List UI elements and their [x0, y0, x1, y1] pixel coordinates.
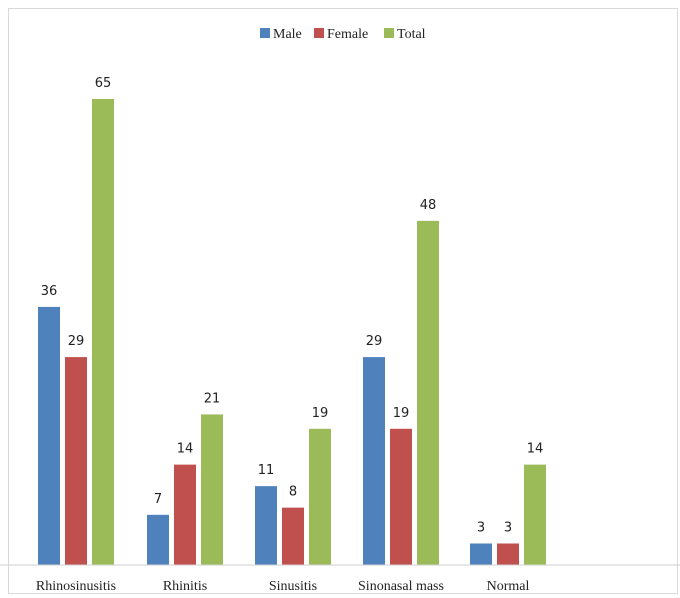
- data-label-female-1: 14: [177, 442, 194, 457]
- category-label-2: Sinusitis: [269, 579, 317, 594]
- legend-swatch-female: [314, 28, 324, 38]
- data-label-female-3: 19: [393, 406, 410, 421]
- bar-female-4: [497, 543, 519, 565]
- bar-total-2: [309, 428, 331, 565]
- data-label-total-3: 48: [420, 198, 437, 213]
- data-label-female-4: 3: [504, 520, 512, 535]
- data-label-male-1: 7: [154, 492, 162, 507]
- bars-group: [38, 99, 546, 565]
- data-label-female-0: 29: [68, 334, 85, 349]
- bar-total-4: [524, 464, 546, 565]
- data-label-total-4: 14: [527, 442, 544, 457]
- chart-frame: [8, 8, 678, 594]
- category-label-0: Rhinosinusitis: [36, 579, 116, 594]
- category-labels-group: Rhinosinusitis Rhinitis Sinusitis Sinonasal…: [36, 579, 530, 594]
- bar-total-1: [201, 414, 223, 565]
- data-label-female-2: 8: [289, 485, 297, 500]
- bar-female-2: [282, 507, 304, 565]
- bar-female-0: [65, 357, 87, 565]
- legend-swatch-total: [384, 28, 394, 38]
- data-label-total-0: 65: [95, 76, 112, 91]
- legend-label-total: Total: [397, 27, 426, 42]
- data-label-total-2: 19: [312, 406, 329, 421]
- bar-male-3: [363, 357, 385, 565]
- category-label-1: Rhinitis: [163, 579, 207, 594]
- bar-total-3: [417, 220, 439, 565]
- bar-male-1: [147, 514, 169, 565]
- category-label-4: Normal: [487, 579, 530, 594]
- legend-label-male: Male: [273, 27, 302, 42]
- data-label-male-0: 36: [41, 284, 58, 299]
- bar-male-4: [470, 543, 492, 565]
- data-label-total-1: 21: [204, 391, 221, 406]
- data-label-male-4: 3: [477, 520, 485, 535]
- legend: Male Female Total: [260, 27, 426, 42]
- data-label-male-3: 29: [366, 334, 383, 349]
- bar-total-0: [92, 99, 114, 565]
- legend-label-female: Female: [327, 27, 368, 42]
- bar-male-0: [38, 306, 60, 565]
- legend-swatch-male: [260, 28, 270, 38]
- bar-female-1: [174, 464, 196, 565]
- bar-male-2: [255, 486, 277, 565]
- bar-female-3: [390, 428, 412, 565]
- data-labels-group: 36 29 65 7 14 21 11 8 19 29 19 48 3 3 14: [41, 76, 544, 535]
- data-label-male-2: 11: [258, 463, 275, 478]
- category-label-3: Sinonasal mass: [358, 579, 444, 594]
